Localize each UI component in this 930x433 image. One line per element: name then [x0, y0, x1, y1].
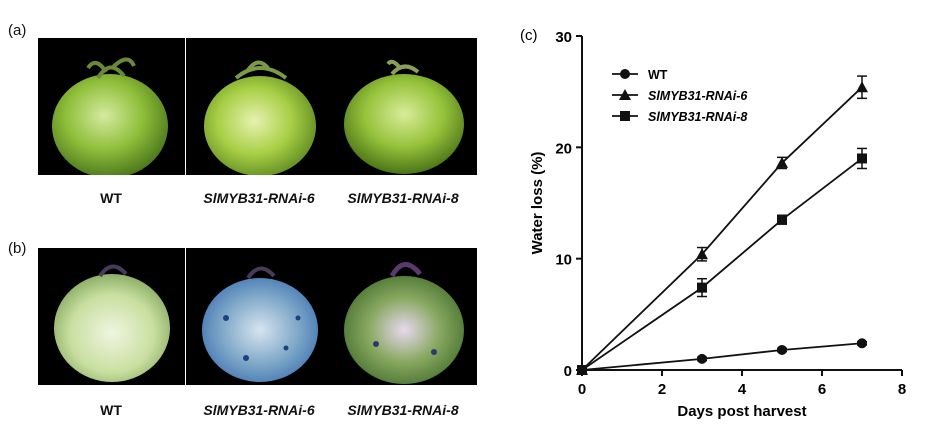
legend-label: SlMYB31-RNAi-8 [648, 110, 747, 124]
caption-a-rnai6: SlMYB31-RNAi-6 [203, 190, 315, 206]
photo-a-rnai6 [186, 38, 333, 175]
x-tick-label: 0 [578, 381, 586, 398]
x-tick-label: 6 [818, 381, 826, 398]
y-tick-label: 20 [555, 140, 572, 157]
series-line [581, 342, 863, 371]
photo-a-rnai8 [330, 38, 477, 175]
photo-b-rnai6 [186, 248, 333, 385]
data-point [696, 248, 708, 260]
data-point [857, 153, 867, 164]
legend-label: WT [648, 68, 668, 82]
panel-label-b: (b) [8, 240, 27, 257]
data-point [777, 344, 787, 355]
data-point [857, 338, 867, 349]
legend-marker [619, 89, 631, 100]
series-line [581, 86, 863, 371]
caption-a-rnai8: SlMYB31-RNAi-8 [347, 190, 459, 206]
y-tick-label: 30 [555, 29, 572, 46]
water-loss-chart: (c) 0 10 20 30 0 2 4 6 8 Days post harvest Water lo… [520, 27, 906, 420]
series-line [581, 157, 863, 371]
caption-b-rnai6: SlMYB31-RNAi-6 [203, 402, 315, 418]
panel-label-a: (a) [8, 22, 27, 39]
x-axis-label: Days post harvest [677, 403, 806, 420]
y-tick-label: 10 [555, 252, 572, 269]
photo-b-wt [38, 248, 185, 385]
data-point [776, 156, 788, 168]
caption-a-wt: WT [100, 190, 122, 206]
data-point [697, 282, 707, 293]
y-axis-label: Water loss (%) [529, 152, 546, 255]
legend-label: SlMYB31-RNAi-6 [648, 89, 748, 103]
photo-b-rnai8 [330, 248, 477, 385]
legend-marker [620, 111, 630, 121]
legend-marker [620, 69, 630, 79]
data-point [777, 214, 787, 225]
x-tick-label: 8 [898, 381, 906, 398]
caption-b-wt: WT [100, 402, 122, 418]
data-point [577, 365, 587, 375]
panel-label-c: (c) [520, 27, 538, 44]
data-point [697, 353, 707, 364]
y-tick-label: 0 [564, 363, 572, 380]
photo-a-wt [38, 38, 185, 175]
data-point [856, 81, 868, 93]
x-tick-label: 2 [658, 381, 666, 398]
caption-b-rnai8: SlMYB31-RNAi-8 [347, 402, 459, 418]
x-tick-label: 4 [738, 381, 747, 398]
